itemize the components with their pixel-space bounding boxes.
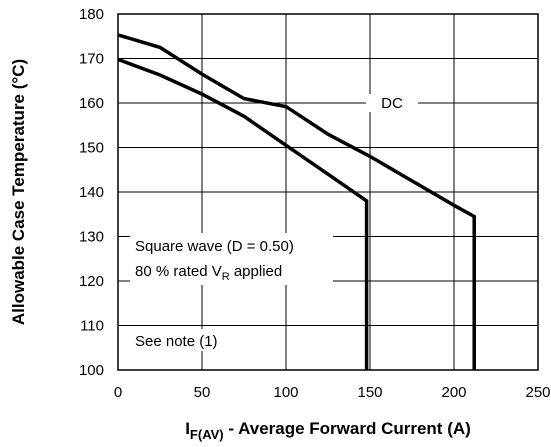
series-line-square-wave xyxy=(117,57,369,370)
dc-label: DC xyxy=(381,95,403,112)
rated-subscript: R xyxy=(222,271,230,283)
x-tick-label: 150 xyxy=(357,384,382,401)
x-tick-label: 0 xyxy=(114,384,122,401)
y-tick-label: 180 xyxy=(79,6,104,23)
square-wave-label: Square wave (D = 0.50) xyxy=(135,238,294,255)
square-wave-label-background xyxy=(130,233,333,285)
x-tick-label: 100 xyxy=(273,384,298,401)
rated-suffix: applied xyxy=(230,263,283,280)
x-tick-label: 200 xyxy=(441,384,466,401)
x-axis-title: IF(AV) - Average Forward Current (A) xyxy=(185,419,471,442)
x-axis-title-main: I xyxy=(185,419,190,438)
x-axis-title-subscript: F(AV) xyxy=(190,427,224,442)
plot-frame xyxy=(117,13,539,371)
series-line-dc xyxy=(117,33,476,370)
y-tick-label: 150 xyxy=(79,140,104,157)
dc-label-background xyxy=(366,94,418,112)
note-label-background xyxy=(130,329,245,351)
x-axis-title-rest: - Average Forward Current (A) xyxy=(224,419,471,438)
x-tick-label: 50 xyxy=(194,384,211,401)
see-note-label: See note (1) xyxy=(135,333,218,350)
y-tick-label: 170 xyxy=(79,51,104,68)
y-tick-label: 160 xyxy=(79,95,104,112)
x-tick-label: 250 xyxy=(525,384,550,401)
y-tick-label: 120 xyxy=(79,273,104,290)
y-tick-label: 100 xyxy=(79,362,104,379)
y-axis-title: Allowable Case Temperature (°C) xyxy=(9,59,28,325)
x-tick-labels: 0 50 100 150 200 250 xyxy=(114,384,551,401)
y-tick-label: 130 xyxy=(79,229,104,246)
rated-prefix: 80 % rated V xyxy=(135,263,222,280)
rated-voltage-label: 80 % rated VR applied xyxy=(135,263,282,283)
series-group xyxy=(117,33,476,370)
y-tick-label: 110 xyxy=(80,318,104,335)
y-tick-labels: 100 110 120 130 140 150 160 170 180 xyxy=(79,6,104,379)
y-tick-label: 140 xyxy=(79,184,104,201)
